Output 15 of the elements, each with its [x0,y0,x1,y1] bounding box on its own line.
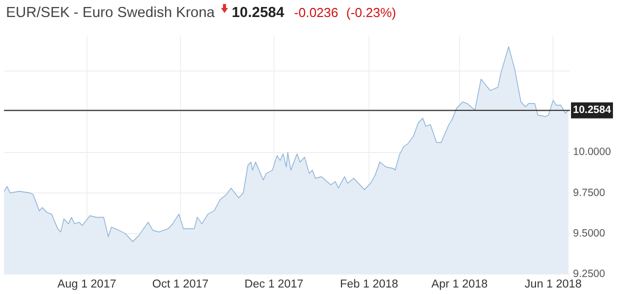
chart-title: EUR/SEK - Euro Swedish Krona [6,5,215,21]
x-tick-label: Apr 1 2018 [431,278,488,290]
text: 10.2584 [232,5,284,21]
y-tick-label: 9.7500 [573,186,606,199]
x-tick-label: Oct 1 2017 [152,278,209,290]
x-tick-label: Jun 1 2018 [524,278,582,290]
text: -0.0236 [294,5,338,20]
text: (-0.23%) [346,5,396,20]
x-tick-label: Aug 1 2017 [57,278,116,290]
x-tick-label: Feb 1 2018 [340,278,398,290]
y-tick-label: 9.5000 [573,227,606,240]
y-tick-label: 10.0000 [573,146,612,158]
ref-line-label: 10.2584 [573,104,612,116]
y-tick-label: 9.2500 [573,268,606,280]
x-tick-label: Dec 1 2017 [244,278,304,290]
